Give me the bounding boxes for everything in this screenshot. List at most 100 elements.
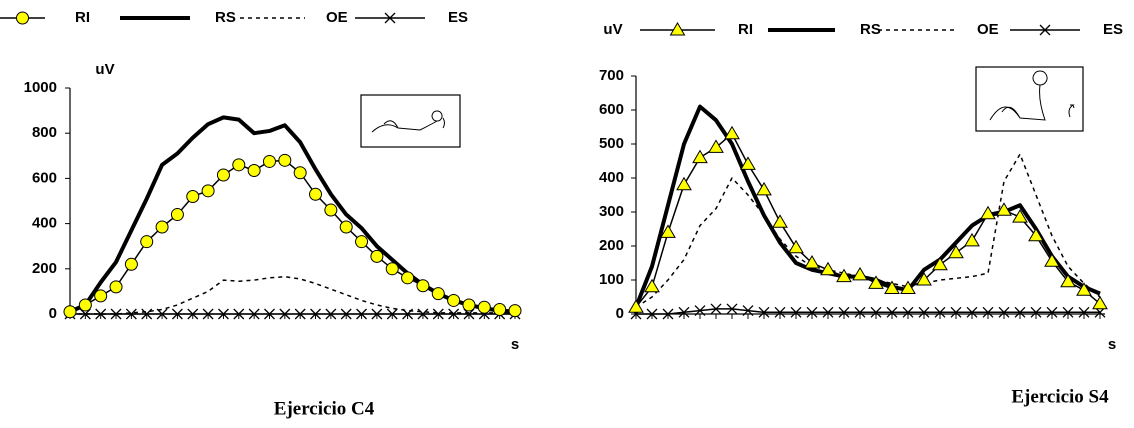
data-marker [806,306,818,318]
data-marker [124,257,138,271]
data-marker [884,280,900,294]
chart-title: Ejercicio S4 [1011,386,1109,407]
data-marker [109,280,123,294]
legend-label: ES [1103,21,1123,38]
legend-label: ES [448,9,468,26]
data-marker [201,184,215,198]
icon-c4 [360,94,461,148]
y-axis-label: uV [95,61,114,78]
y-axis-label: uV [603,21,622,38]
data-marker [309,187,323,201]
data-marker [294,308,306,320]
x-axis-label: s [1108,336,1116,353]
data-marker [1014,306,1026,318]
data-marker [790,306,802,318]
data-marker [431,287,445,301]
data-marker [339,220,353,234]
data-marker [1060,273,1076,288]
data-marker [916,272,932,286]
data-marker [110,308,122,320]
series-line [636,308,1100,315]
data-marker [262,154,276,168]
data-marker [171,308,183,320]
data-marker [463,308,475,320]
data-marker [293,166,307,180]
data-marker [325,308,337,320]
y-tick-label: 700 [599,67,624,84]
data-marker [1076,282,1092,296]
data-marker [493,302,507,316]
data-marker [370,249,384,263]
data-marker [982,306,994,318]
legend-label: OE [326,9,348,26]
data-marker [416,279,430,293]
y-tick-label: 200 [599,237,624,254]
chart-title: Ejercicio C4 [274,398,375,419]
data-marker [1092,295,1108,310]
y-tick-label: 1000 [24,79,57,96]
data-marker [448,308,460,320]
data-marker [678,306,690,318]
data-marker [417,308,429,320]
data-marker [646,308,658,320]
data-marker [708,139,724,153]
data-marker [852,266,868,281]
data-marker [742,305,754,317]
legend-marker [16,11,29,25]
data-marker [774,306,786,318]
y-tick-label: 300 [599,203,624,220]
data-marker [385,262,399,276]
data-marker [232,158,246,172]
data-marker [186,189,200,203]
data-marker [217,308,229,320]
data-marker [980,205,996,220]
legend-label: RS [215,9,236,26]
icon-figure [989,70,1075,121]
data-marker [170,208,184,222]
data-marker [1044,253,1060,267]
data-marker [248,308,260,320]
data-marker [934,306,946,318]
data-marker [788,239,804,254]
data-marker [462,298,476,312]
data-marker [233,308,245,320]
data-marker [662,308,674,320]
data-marker [998,306,1010,318]
icon-frame [360,94,461,148]
y-tick-label: 0 [49,305,57,322]
legend-label: RI [75,9,90,26]
icon-s4 [975,66,1084,132]
y-tick-label: 0 [616,305,624,322]
data-marker [79,308,91,320]
data-marker [355,235,369,249]
data-marker [216,168,230,182]
legend-marker [1039,24,1051,36]
data-marker [432,308,444,320]
data-marker [660,224,676,238]
data-marker [386,308,398,320]
data-marker [756,181,772,196]
data-marker [94,289,108,303]
data-marker [692,149,708,164]
series-line [70,275,515,315]
data-marker [966,306,978,318]
x-axis-label: s [511,336,519,353]
series-line [69,159,516,313]
data-marker [1078,306,1090,318]
y-tick-label: 600 [599,101,624,118]
data-marker [264,308,275,320]
data-marker [710,303,722,315]
legend-label: RS [860,21,881,38]
data-marker [1030,306,1042,318]
data-marker [996,202,1012,216]
data-marker [247,163,261,177]
data-marker [278,153,292,167]
data-marker [279,308,291,320]
data-marker [724,125,740,140]
data-marker [902,306,914,318]
data-marker [63,305,77,319]
icon-figure [371,110,445,133]
y-tick-label: 100 [599,271,624,288]
data-marker [447,293,461,307]
